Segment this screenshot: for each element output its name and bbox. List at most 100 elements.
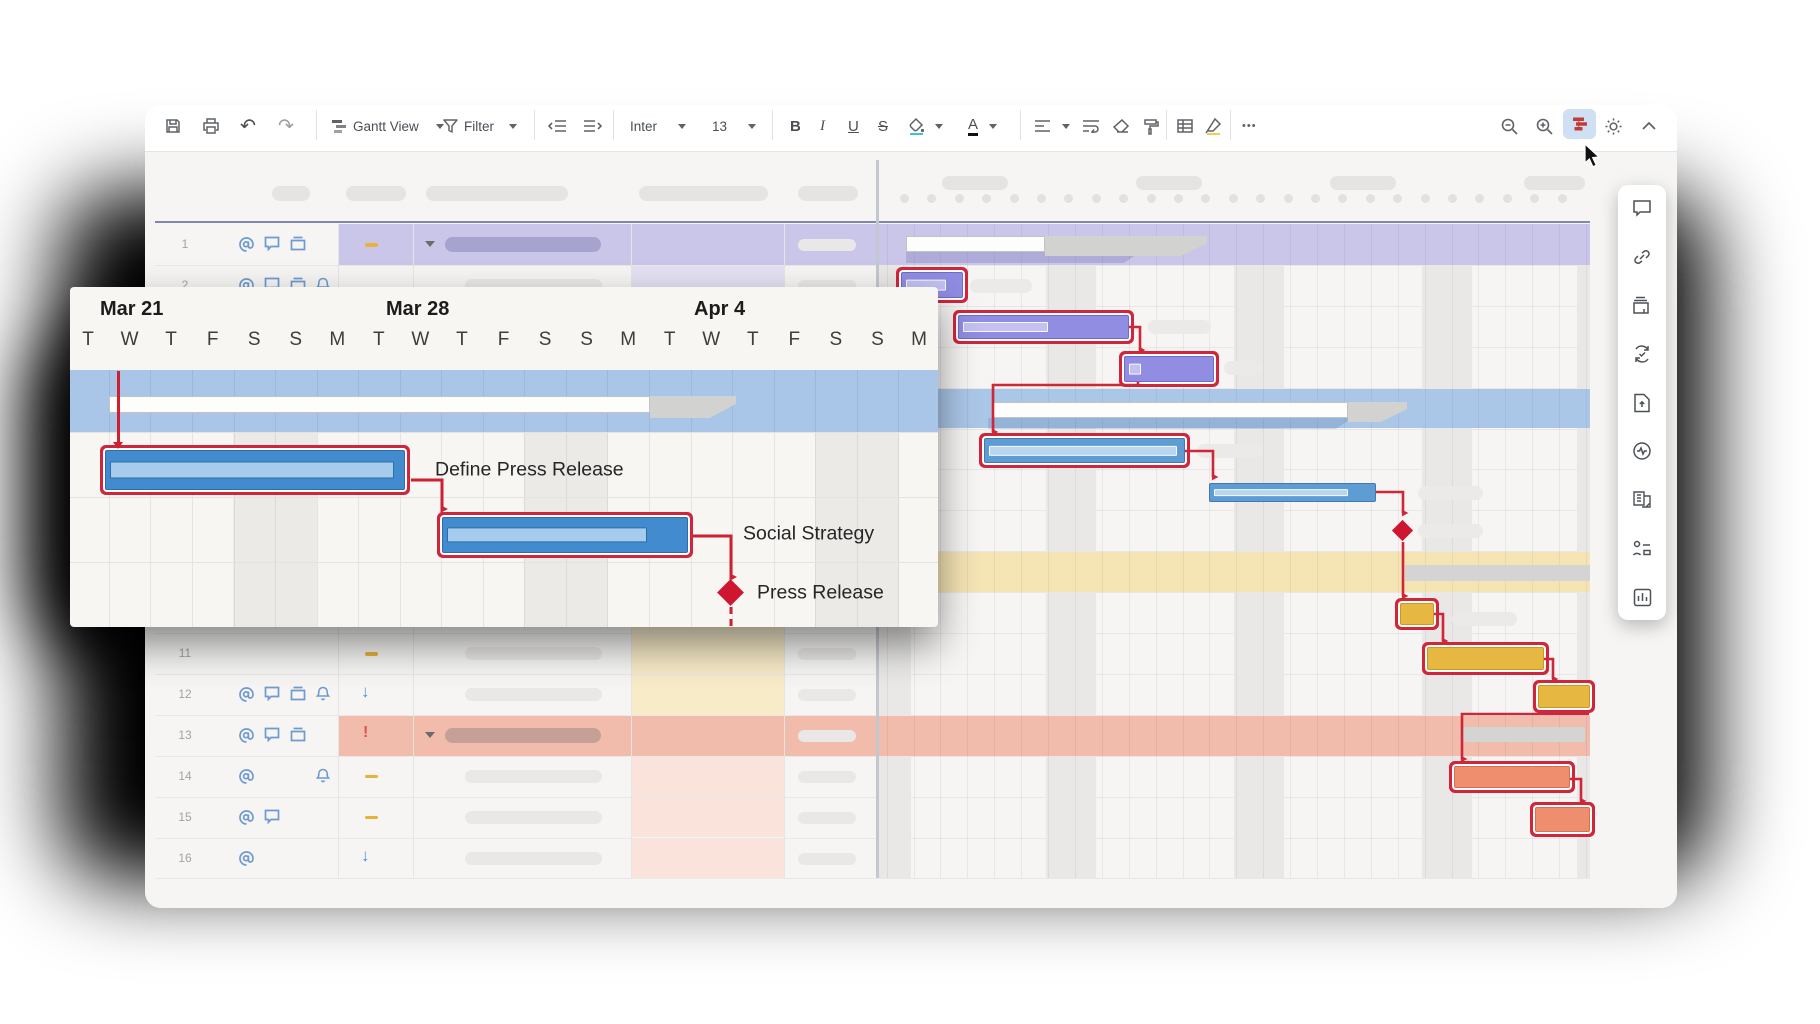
- flag-exclaim-icon[interactable]: !: [363, 723, 369, 741]
- row-proof-icon[interactable]: [290, 727, 306, 742]
- task-name-pill[interactable]: [465, 851, 602, 865]
- gantt-bar[interactable]: [1124, 356, 1214, 382]
- contacts-button[interactable]: [1631, 537, 1653, 559]
- secondary-cell-pill[interactable]: [798, 770, 856, 783]
- table-row[interactable]: 16 ↓: [155, 838, 877, 879]
- task-name-pill[interactable]: [465, 647, 602, 660]
- timeline-day-dot: [927, 194, 937, 203]
- flag-dash-icon[interactable]: [365, 815, 378, 820]
- row-bell-icon[interactable]: [316, 686, 330, 702]
- table-button[interactable]: [1176, 113, 1194, 139]
- gantt-bar[interactable]: [958, 315, 1129, 339]
- paint-roller-icon: [1144, 118, 1159, 135]
- file-upload-button[interactable]: [1631, 392, 1653, 414]
- wrap-text-button[interactable]: [1082, 113, 1100, 139]
- sheet-summary-button[interactable]: [1631, 586, 1653, 608]
- secondary-cell-pill[interactable]: [798, 648, 856, 660]
- font-family-select[interactable]: Inter: [630, 113, 687, 139]
- row-bell-icon[interactable]: [316, 768, 330, 784]
- filter-button[interactable]: Filter: [442, 113, 517, 139]
- row-comment-icon[interactable]: [264, 236, 280, 251]
- zoom-in-button[interactable]: [1535, 113, 1554, 139]
- task-name-pill[interactable]: [465, 769, 602, 783]
- table-row[interactable]: 11: [155, 633, 877, 674]
- row-proof-icon[interactable]: [290, 236, 306, 251]
- row-comment-icon[interactable]: [264, 809, 280, 824]
- align-button[interactable]: [1034, 113, 1070, 139]
- gantt-bar[interactable]: [1535, 807, 1590, 832]
- proofs-button[interactable]: [1631, 294, 1653, 316]
- more-options-button[interactable]: •••: [1242, 113, 1257, 139]
- table-row[interactable]: 1: [155, 224, 877, 265]
- redo-button[interactable]: ↷: [278, 113, 294, 139]
- row-comment-icon[interactable]: [264, 727, 280, 742]
- row-attach-icon[interactable]: [238, 809, 255, 826]
- outdent-button[interactable]: [548, 113, 568, 139]
- secondary-cell-pill[interactable]: [798, 239, 856, 251]
- summary-bar[interactable]: [1405, 565, 1590, 581]
- save-button[interactable]: [164, 113, 182, 139]
- expand-triangle-icon[interactable]: [425, 731, 435, 738]
- print-button[interactable]: [202, 113, 220, 139]
- gantt-bar[interactable]: [1209, 483, 1376, 502]
- secondary-cell-pill[interactable]: [798, 852, 856, 865]
- view-selector[interactable]: Gantt View: [330, 113, 444, 139]
- task-name-pill-parent[interactable]: [445, 237, 601, 252]
- zoom-out-button[interactable]: [1500, 113, 1519, 139]
- gantt-bar[interactable]: [1454, 766, 1570, 788]
- activity-log-button[interactable]: [1631, 440, 1653, 462]
- flag-down-arrow-icon[interactable]: ↓: [361, 681, 370, 701]
- summary-bar-progress[interactable]: [906, 236, 1045, 252]
- expand-triangle-icon[interactable]: [425, 241, 435, 247]
- attachments-button[interactable]: [1631, 246, 1653, 268]
- summary-bar[interactable]: [1463, 727, 1585, 742]
- table-row[interactable]: 12 ↓: [155, 674, 877, 715]
- row-attach-icon[interactable]: [238, 236, 255, 253]
- flag-down-arrow-icon[interactable]: ↓: [361, 845, 370, 865]
- highlighter-button[interactable]: [1204, 113, 1223, 139]
- undo-button[interactable]: ↶: [240, 113, 256, 139]
- text-color-button[interactable]: A: [968, 113, 998, 139]
- row-attach-icon[interactable]: [238, 727, 255, 744]
- flag-dash-icon[interactable]: [365, 774, 378, 779]
- row-attach-icon[interactable]: [238, 768, 255, 785]
- table-row[interactable]: 13!: [155, 715, 877, 756]
- font-size-select[interactable]: 13: [712, 113, 757, 139]
- row-attach-icon[interactable]: [238, 686, 255, 703]
- secondary-cell-pill[interactable]: [798, 729, 856, 742]
- row-attach-icon[interactable]: [238, 850, 255, 867]
- task-name-pill-parent[interactable]: [445, 727, 601, 743]
- flag-dash-icon[interactable]: [365, 243, 378, 247]
- settings-button[interactable]: [1604, 113, 1623, 139]
- task-name-pill[interactable]: [465, 687, 602, 701]
- table-row[interactable]: 15: [155, 797, 877, 838]
- collapse-toolbar-button[interactable]: [1641, 113, 1657, 139]
- publish-button[interactable]: [1631, 489, 1653, 511]
- clear-format-button[interactable]: [1112, 113, 1130, 139]
- timeline-month-pill: [1524, 176, 1585, 190]
- row-comment-icon[interactable]: [264, 686, 280, 701]
- update-requests-button[interactable]: [1631, 343, 1653, 365]
- indent-button[interactable]: [582, 113, 602, 139]
- gantt-bar[interactable]: [1427, 647, 1544, 670]
- day-gridline: [994, 224, 996, 879]
- secondary-cell-pill[interactable]: [798, 811, 856, 824]
- strikethrough-button[interactable]: S: [878, 113, 888, 139]
- fill-color-button[interactable]: [908, 113, 943, 139]
- comments-button[interactable]: [1631, 197, 1653, 219]
- flag-dash-icon[interactable]: [365, 652, 378, 656]
- italic-button[interactable]: I: [820, 113, 825, 139]
- gantt-bar[interactable]: [1400, 603, 1434, 625]
- bold-button[interactable]: B: [790, 113, 801, 139]
- table-row[interactable]: 14: [155, 756, 877, 797]
- secondary-cell-pill[interactable]: [798, 688, 856, 701]
- gantt-bar[interactable]: [984, 438, 1185, 463]
- callout-task-bar[interactable]: [442, 517, 688, 553]
- gantt-bar[interactable]: [1538, 685, 1590, 708]
- callout-task-bar[interactable]: [105, 450, 405, 490]
- underline-button[interactable]: U: [848, 113, 859, 139]
- task-name-pill[interactable]: [465, 810, 602, 824]
- format-painter-button[interactable]: [1142, 113, 1160, 139]
- row-proof-icon[interactable]: [290, 686, 306, 701]
- gantt-mode-button-active[interactable]: [1563, 109, 1596, 139]
